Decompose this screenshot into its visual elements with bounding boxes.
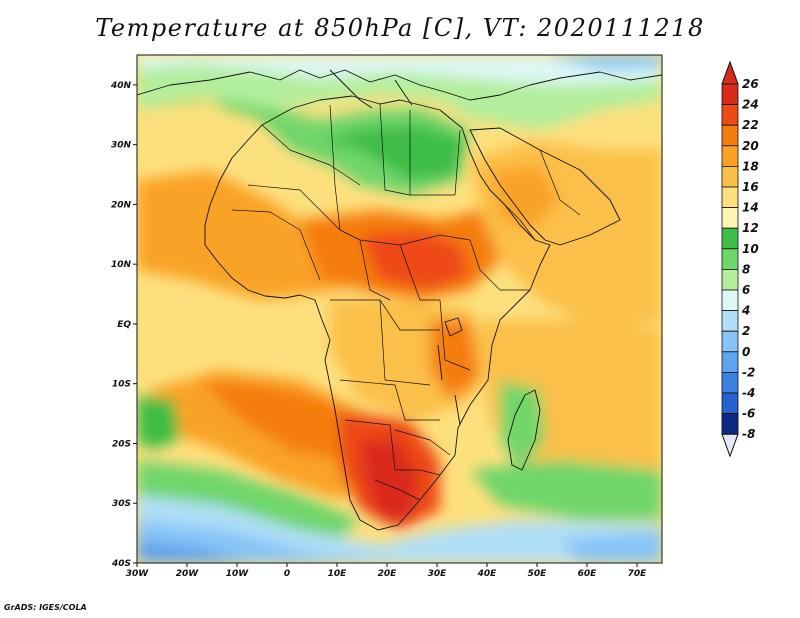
colorbar-swatch — [721, 289, 739, 312]
colorbar-swatch — [721, 248, 739, 270]
y-tick-label: 20S — [112, 439, 131, 449]
colorbar-swatch — [721, 371, 739, 394]
field-west-africa-warm — [137, 170, 340, 300]
colorbar-label: -4 — [742, 386, 755, 400]
field-north-colder — [540, 55, 662, 70]
colorbar-label: 12 — [742, 221, 759, 235]
field-north-cold — [137, 55, 662, 85]
y-tick-label: 20N — [111, 200, 132, 210]
x-tick-label: 20E — [378, 569, 398, 579]
y-tick-label: 40N — [110, 81, 132, 91]
colorbar-label: -2 — [742, 365, 755, 379]
x-axis: 30W 20W 10W 0 10E 20E 30E 40E 50E 60E 70E — [126, 563, 647, 579]
y-tick-label: 30S — [112, 499, 131, 509]
temperature-field — [137, 55, 662, 563]
x-tick-label: 30W — [126, 569, 150, 579]
x-tick-label: 0 — [284, 569, 290, 579]
y-tick-label: 10S — [112, 380, 131, 390]
madagascar-coastline — [507, 389, 541, 471]
lake-victoria — [444, 317, 463, 337]
field-madagascar-mild — [500, 380, 545, 470]
greece-coastline — [394, 79, 413, 106]
x-tick-label: 10W — [226, 569, 250, 579]
x-tick-label: 60E — [578, 569, 598, 579]
x-tick-label: 30E — [428, 569, 448, 579]
colorbar-label: 20 — [742, 139, 759, 153]
colorbar-swatch — [721, 207, 739, 229]
field-southwest-mild — [137, 460, 360, 545]
field-sahara-cool — [320, 125, 465, 180]
colorbar-label: 8 — [742, 262, 750, 276]
y-axis: 40N 30N 20N 10N EQ 10S 20S 30S 40S — [110, 81, 137, 569]
colorbar-swatch — [721, 310, 739, 332]
italy-coastline — [329, 69, 373, 109]
colorbar-label: 14 — [742, 201, 759, 215]
colorbar-top-arrow — [721, 60, 739, 85]
field-atlantic-hot — [200, 380, 360, 460]
colorbar-swatch — [721, 165, 739, 188]
colorbar-swatch — [721, 351, 739, 373]
colorbar-label: 6 — [742, 283, 750, 297]
y-tick-label: 30N — [111, 141, 132, 151]
colorbar-label: 0 — [742, 345, 750, 359]
y-tick-label: 10N — [111, 260, 132, 270]
colorbar-label: 22 — [742, 118, 759, 132]
colorbar-label: 10 — [742, 242, 759, 256]
colorbar-label: 26 — [742, 77, 759, 91]
arabia-coastline — [469, 127, 621, 246]
lake-malawi — [454, 394, 461, 426]
colorbar-label: 18 — [742, 159, 759, 173]
y-tick-label: 40S — [111, 559, 131, 569]
field-sahel-hotter — [360, 230, 470, 290]
country-borders — [231, 103, 581, 501]
map-title: Temperature at 850hPa [C], VT: 202011121… — [95, 14, 705, 42]
europe-coastline — [137, 69, 662, 101]
colorbar-swatch — [721, 104, 739, 126]
field-southeast-mild — [470, 460, 662, 520]
y-tick-label: EQ — [117, 320, 131, 330]
colorbar-swatch — [721, 413, 739, 435]
africa-coastline — [204, 95, 551, 531]
lake-tanganyika — [437, 344, 443, 381]
colorbar-swatch — [721, 330, 739, 353]
colorbar-swatch — [721, 227, 739, 250]
field-south-coldest — [137, 540, 250, 563]
colorbar-swatch — [721, 392, 739, 415]
field-gulf-cool — [137, 395, 180, 450]
field-kalahari-hottest — [360, 440, 420, 520]
field-rift-warm — [430, 320, 480, 400]
x-tick-label: 40E — [477, 569, 498, 579]
x-tick-label: 10E — [328, 569, 348, 579]
colorbar-label: 2 — [742, 324, 750, 338]
coastline-borders — [137, 69, 662, 531]
field-southeast-cold — [560, 530, 662, 563]
colorbar-label: 4 — [741, 304, 750, 318]
colorbar-bottom-arrow — [721, 433, 739, 458]
colorbar-label: 16 — [742, 180, 759, 194]
colorbar-swatch — [721, 145, 739, 167]
colorbar-label: 24 — [742, 98, 759, 112]
x-tick-label: 20W — [176, 569, 200, 579]
field-red-sea-warm — [490, 165, 560, 230]
plot-frame — [136, 54, 663, 564]
field-sahara-mild — [137, 100, 470, 195]
x-tick-label: 70E — [628, 569, 648, 579]
colorbar-swatch — [721, 83, 739, 106]
colorbar-label: -6 — [742, 407, 755, 421]
colorbar-label: -8 — [742, 427, 755, 441]
colorbar-swatch — [721, 124, 739, 147]
colorbar-swatch — [721, 268, 739, 291]
colorbar-swatch — [721, 186, 739, 209]
x-tick-label: 50E — [528, 569, 548, 579]
grads-credit: GrADS: IGES/COLA — [4, 603, 87, 612]
